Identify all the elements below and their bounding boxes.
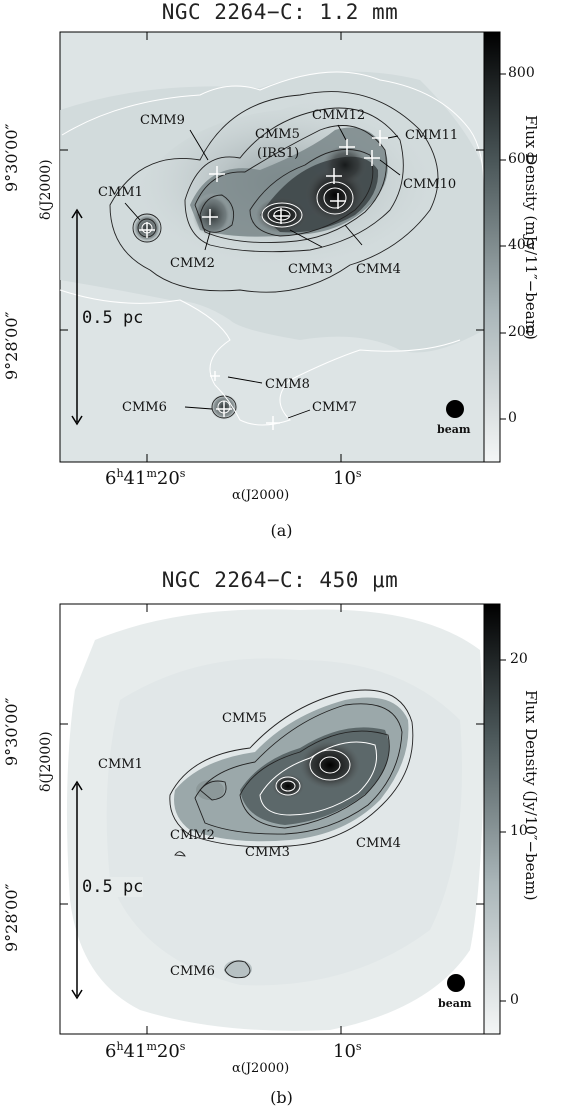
panel-b-xlabel: α(J2000) — [232, 1061, 290, 1076]
panel-a-beam-marker — [446, 400, 464, 418]
panel-b-scale-bar — [71, 780, 83, 1000]
source-label-cmm5: CMM5 — [255, 127, 300, 142]
source-label-cmm5: CMM5 — [222, 711, 267, 726]
panel-b-xtick-2: 10s — [333, 1040, 362, 1062]
panel-a-source-markers — [139, 130, 388, 430]
source-label-cmm3: CMM3 — [288, 262, 333, 277]
panel-a-colorbar — [483, 31, 501, 463]
panel-a-sublabel: (a) — [270, 521, 293, 540]
source-label-cmm4: CMM4 — [356, 836, 401, 851]
source-label-cmm9: CMM9 — [140, 113, 185, 128]
panel-b-title: NGC 2264−C: 450 μm — [161, 568, 399, 592]
panel-a-cbar-tick: 400 — [508, 237, 535, 253]
source-label-cmm2: CMM2 — [170, 256, 215, 271]
panel-b-colorbar — [483, 603, 501, 1035]
panel-a-beam-label: beam — [437, 423, 471, 436]
source-label-cmm10: CMM10 — [403, 177, 457, 192]
panel-b-ytick: 9°30′00″ — [2, 697, 21, 766]
source-label-cmm1: CMM1 — [98, 757, 143, 772]
panel-a-scale-bar — [71, 208, 83, 426]
source-label-cmm8: CMM8 — [265, 377, 310, 392]
panel-b-beam-marker — [447, 974, 465, 992]
source-label-irs1: (IRS1) — [257, 146, 300, 161]
panel-b-cbar-tick: 20 — [510, 651, 528, 667]
panel-b-scale-label: 0.5 pc — [82, 877, 144, 897]
panel-b-ylabel: δ(J2000) — [38, 731, 54, 792]
source-label-cmm12: CMM12 — [312, 108, 366, 123]
panel-b-cbar-tick: 0 — [510, 992, 519, 1008]
panel-a-xtick-1: 6h41m20s — [105, 467, 186, 489]
panel-a-figure — [59, 31, 506, 463]
panel-a-xlabel: α(J2000) — [232, 488, 290, 503]
panel-a-cbar-tick: 600 — [508, 151, 535, 167]
source-label-cmm3: CMM3 — [245, 845, 290, 860]
panel-b-colorbar-label: Flux Density (Jy/10″−beam) — [522, 690, 540, 901]
panel-b-beam-label: beam — [438, 997, 472, 1010]
panel-b-xtick-1: 6h41m20s — [105, 1040, 186, 1062]
panel-a-cbar-tick: 800 — [508, 65, 535, 81]
panel-a-cbar-tick: 0 — [508, 410, 517, 426]
panel-a-scale-label: 0.5 pc — [82, 308, 144, 328]
panel-b-sublabel: (b) — [270, 1088, 293, 1107]
source-label-cmm6: CMM6 — [170, 964, 215, 979]
source-label-cmm11: CMM11 — [405, 128, 459, 143]
panel-a-title: NGC 2264−C: 1.2 mm — [161, 0, 399, 24]
source-label-cmm1: CMM1 — [98, 185, 143, 200]
source-label-cmm2: CMM2 — [170, 828, 215, 843]
panel-b-cbar-tick: 10 — [510, 823, 528, 839]
source-label-cmm7: CMM7 — [312, 400, 357, 415]
panel-a-xtick-2: 10s — [333, 467, 362, 489]
panel-b-ytick: 9°28′00″ — [2, 883, 21, 952]
panel-a-cbar-tick: 200 — [508, 324, 535, 340]
source-label-cmm4: CMM4 — [356, 262, 401, 277]
source-label-cmm6: CMM6 — [122, 400, 167, 415]
